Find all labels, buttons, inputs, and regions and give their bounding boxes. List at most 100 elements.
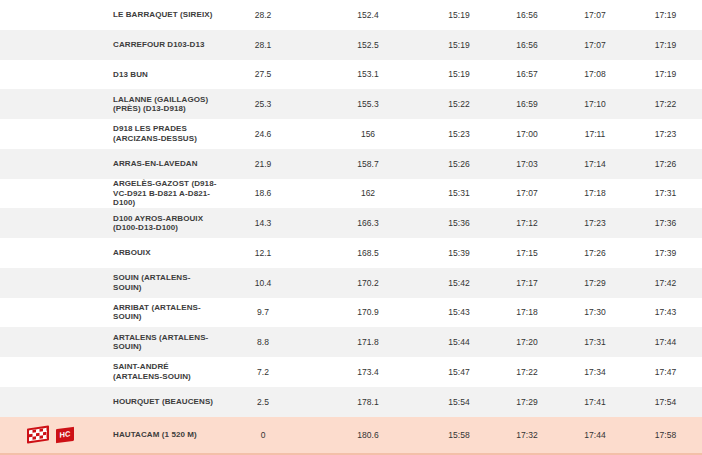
time-schedule-2: 17:18: [493, 307, 561, 317]
time-schedule-3: 17:14: [561, 159, 629, 169]
time-schedule-3: 17:34: [561, 367, 629, 377]
km-covered: 152.4: [286, 10, 425, 20]
km-to-finish: 27.5: [240, 69, 286, 79]
location-name: D100 AYROS-ARBOUIX (D100-D13-D100): [113, 214, 240, 233]
time-schedule-4: 17:58: [629, 430, 702, 440]
time-schedule-1: 15:19: [425, 69, 493, 79]
table-row: HC HAUTACAM (1 520 M) 0 180.6 15:58 17:3…: [0, 417, 702, 455]
table-row: SOUIN (ARTALENS- SOUIN) 10.4 170.2 15:42…: [0, 268, 702, 298]
row-icons: [0, 298, 113, 328]
km-to-finish: 10.4: [240, 278, 286, 288]
time-schedule-3: 17:07: [561, 10, 629, 20]
row-icons: [0, 0, 113, 30]
km-covered: 173.4: [286, 367, 425, 377]
time-schedule-4: 17:31: [629, 188, 702, 198]
location-name: HOURQUET (BEAUCENS): [113, 397, 240, 407]
km-to-finish: 9.7: [240, 307, 286, 317]
time-schedule-1: 15:31: [425, 188, 493, 198]
table-row: HOURQUET (BEAUCENS) 2.5 178.1 15:54 17:2…: [0, 387, 702, 417]
time-schedule-3: 17:31: [561, 337, 629, 347]
table-row: ARTALENS (ARTALENS- SOUIN) 8.8 171.8 15:…: [0, 327, 702, 357]
location-name: SOUIN (ARTALENS- SOUIN): [113, 273, 240, 292]
row-icons: [0, 119, 113, 149]
time-schedule-3: 17:10: [561, 99, 629, 109]
time-schedule-3: 17:26: [561, 248, 629, 258]
time-schedule-3: 17:23: [561, 218, 629, 228]
km-covered: 180.6: [286, 430, 425, 440]
time-schedule-2: 17:22: [493, 367, 561, 377]
row-icons: [0, 149, 113, 179]
time-schedule-4: 17:19: [629, 10, 702, 20]
km-to-finish: 28.2: [240, 10, 286, 20]
row-icons: [0, 268, 113, 298]
location-name: ARRIBAT (ARTALENS- SOUIN): [113, 303, 240, 322]
km-to-finish: 18.6: [240, 188, 286, 198]
km-covered: 158.7: [286, 159, 425, 169]
km-to-finish: 8.8: [240, 337, 286, 347]
time-schedule-2: 17:07: [493, 188, 561, 198]
location-name: ARTALENS (ARTALENS- SOUIN): [113, 333, 240, 352]
time-schedule-4: 17:19: [629, 69, 702, 79]
km-covered: 152.5: [286, 40, 425, 50]
km-covered: 170.9: [286, 307, 425, 317]
time-schedule-4: 17:43: [629, 307, 702, 317]
time-schedule-2: 17:20: [493, 337, 561, 347]
table-row: SAINT-ANDRÉ (ARTALENS-SOUIN) 7.2 173.4 1…: [0, 357, 702, 387]
time-schedule-2: 16:56: [493, 40, 561, 50]
time-schedule-4: 17:44: [629, 337, 702, 347]
km-covered: 171.8: [286, 337, 425, 347]
row-icons: [0, 327, 113, 357]
time-schedule-4: 17:22: [629, 99, 702, 109]
time-schedule-3: 17:08: [561, 69, 629, 79]
finish-flag-icon: [27, 426, 49, 444]
km-to-finish: 12.1: [240, 248, 286, 258]
location-name: HAUTACAM (1 520 M): [113, 430, 240, 440]
location-name: LALANNE (GAILLAGOS) (PRÈS) (D13-D918): [113, 95, 240, 114]
row-icons: [0, 387, 113, 417]
time-schedule-2: 17:12: [493, 218, 561, 228]
time-schedule-1: 15:47: [425, 367, 493, 377]
time-schedule-4: 17:26: [629, 159, 702, 169]
time-schedule-3: 17:29: [561, 278, 629, 288]
time-schedule-1: 15:58: [425, 430, 493, 440]
time-schedule-2: 17:03: [493, 159, 561, 169]
row-icons: [0, 30, 113, 60]
time-schedule-4: 17:36: [629, 218, 702, 228]
time-schedule-2: 16:57: [493, 69, 561, 79]
row-icons: [0, 238, 113, 268]
time-schedule-4: 17:23: [629, 129, 702, 139]
itinerary-table: LE BARRAQUET (SIREIX) 28.2 152.4 15:19 1…: [0, 0, 702, 455]
table-row: ARGELÈS-GAZOST (D918- VC-D921 B-D821 A-D…: [0, 179, 702, 209]
time-schedule-3: 17:18: [561, 188, 629, 198]
time-schedule-1: 15:19: [425, 10, 493, 20]
table-row: ARRAS-EN-LAVEDAN 21.9 158.7 15:26 17:03 …: [0, 149, 702, 179]
time-schedule-1: 15:26: [425, 159, 493, 169]
time-schedule-1: 15:42: [425, 278, 493, 288]
location-name: D918 LES PRADES (ARCIZANS-DESSUS): [113, 124, 240, 143]
time-schedule-4: 17:39: [629, 248, 702, 258]
time-schedule-4: 17:19: [629, 40, 702, 50]
row-icons: [0, 208, 113, 238]
time-schedule-1: 15:19: [425, 40, 493, 50]
location-name: ARGELÈS-GAZOST (D918- VC-D921 B-D821 A-D…: [113, 179, 240, 208]
row-icons: HC: [0, 417, 113, 454]
km-covered: 168.5: [286, 248, 425, 258]
km-covered: 170.2: [286, 278, 425, 288]
time-schedule-3: 17:30: [561, 307, 629, 317]
location-name: SAINT-ANDRÉ (ARTALENS-SOUIN): [113, 362, 240, 381]
km-to-finish: 21.9: [240, 159, 286, 169]
km-covered: 155.3: [286, 99, 425, 109]
table-row: ARRIBAT (ARTALENS- SOUIN) 9.7 170.9 15:4…: [0, 298, 702, 328]
time-schedule-1: 15:44: [425, 337, 493, 347]
table-row: D13 BUN 27.5 153.1 15:19 16:57 17:08 17:…: [0, 60, 702, 90]
time-schedule-4: 17:42: [629, 278, 702, 288]
km-to-finish: 0: [240, 430, 286, 440]
km-to-finish: 7.2: [240, 367, 286, 377]
km-to-finish: 24.6: [240, 129, 286, 139]
km-covered: 153.1: [286, 69, 425, 79]
time-schedule-1: 15:39: [425, 248, 493, 258]
time-schedule-1: 15:36: [425, 218, 493, 228]
time-schedule-2: 17:17: [493, 278, 561, 288]
time-schedule-2: 17:32: [493, 430, 561, 440]
location-name: LE BARRAQUET (SIREIX): [113, 10, 240, 20]
